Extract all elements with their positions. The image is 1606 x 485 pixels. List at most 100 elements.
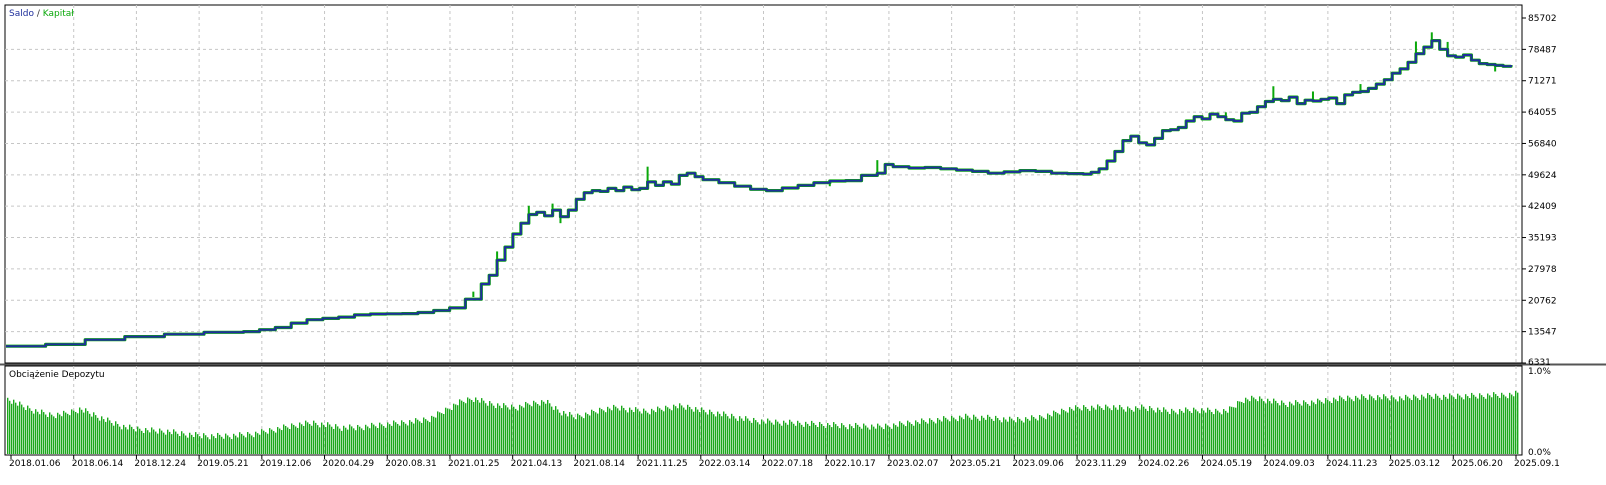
deposit-load-bar [161, 430, 163, 454]
deposit-load-bar [179, 436, 181, 454]
deposit-load-bar [1381, 399, 1383, 454]
deposit-load-bar [1289, 401, 1291, 454]
x-tick-label: 2020.04.29 [323, 459, 375, 469]
deposit-load-bar [1071, 408, 1073, 454]
deposit-load-bar [1433, 398, 1435, 454]
deposit-load-bar [125, 427, 127, 454]
deposit-load-bar [1035, 418, 1037, 454]
deposit-load-bar [903, 424, 905, 454]
deposit-load-bar [1139, 409, 1141, 454]
deposit-load-bar [65, 412, 67, 454]
deposit-load-bar [329, 424, 331, 454]
deposit-load-bar [1111, 410, 1113, 454]
deposit-load-bar [215, 438, 217, 454]
deposit-load-bar [1503, 394, 1505, 454]
deposit-load-bar [49, 412, 51, 454]
deposit-load-bar [1319, 400, 1321, 454]
deposit-load-bar [1401, 398, 1403, 454]
deposit-load-bar [247, 432, 249, 454]
deposit-load-bar [393, 420, 395, 454]
deposit-load-bar [781, 425, 783, 454]
deposit-load-bar [517, 410, 519, 454]
deposit-load-bar [431, 415, 433, 454]
deposit-load-bar [527, 403, 529, 454]
deposit-load-bar [1179, 409, 1181, 454]
deposit-load-bar [545, 403, 547, 454]
deposit-load-bar [361, 428, 363, 454]
x-tick-label: 2022.07.18 [762, 459, 814, 469]
deposit-load-bar [483, 400, 485, 454]
deposit-load-bar [1069, 407, 1071, 454]
deposit-load-bar [705, 412, 707, 454]
deposit-load-bar [1187, 409, 1189, 454]
deposit-load-bar [735, 418, 737, 454]
deposit-load-bar [81, 409, 83, 454]
deposit-load-bar [677, 408, 679, 454]
deposit-load-bar [775, 419, 777, 454]
deposit-load-bar [721, 416, 723, 454]
deposit-load-bar [253, 437, 255, 454]
deposit-load-bar [1185, 407, 1187, 454]
deposit-load-bar [57, 412, 59, 454]
deposit-load-bar [1033, 416, 1035, 454]
deposit-load-bar [689, 406, 691, 454]
deposit-load-bar [765, 423, 767, 454]
deposit-load-bar [1099, 406, 1101, 454]
deposit-load-bar [437, 411, 439, 454]
deposit-load-bar [1247, 399, 1249, 454]
deposit-load-bar [785, 422, 787, 454]
deposit-load-bar [713, 414, 715, 454]
deposit-load-bar [449, 409, 451, 454]
deposit-load-bar [1453, 397, 1455, 454]
deposit-load-bar [565, 413, 567, 454]
deposit-load-bar [403, 422, 405, 454]
deposit-load-bar [649, 414, 651, 454]
deposit-load-bar [7, 397, 9, 454]
deposit-load-bar [171, 434, 173, 454]
deposit-load-bar [551, 406, 553, 454]
deposit-load-bar [287, 427, 289, 454]
deposit-load-bar [927, 423, 929, 454]
deposit-load-bar [69, 415, 71, 454]
deposit-load-bar [1201, 408, 1203, 454]
deposit-load-bar [343, 425, 345, 454]
deposit-load-bar [323, 424, 325, 454]
deposit-load-bar [63, 410, 65, 454]
deposit-load-bar [13, 399, 15, 454]
deposit-load-bar [711, 411, 713, 454]
deposit-load-bar [469, 398, 471, 454]
deposit-load-bar [1257, 401, 1259, 454]
deposit-load-bar [1053, 410, 1055, 454]
deposit-load-bar [1239, 401, 1241, 454]
deposit-load-bar [1435, 393, 1437, 454]
deposit-load-bar [1501, 392, 1503, 454]
deposit-load-bar [875, 428, 877, 454]
deposit-load-bar [1321, 401, 1323, 454]
deposit-load-bar [919, 423, 921, 454]
deposit-load-bar [931, 419, 933, 454]
deposit-load-bar [1081, 410, 1083, 454]
deposit-load-bar [555, 406, 557, 454]
deposit-load-bar [1119, 404, 1121, 454]
deposit-load-bar [1517, 392, 1519, 454]
deposit-load-bar [389, 424, 391, 454]
deposit-load-bar [951, 415, 953, 454]
deposit-load-bar [1251, 395, 1253, 454]
deposit-load-bar [917, 422, 919, 454]
deposit-load-bar [985, 419, 987, 454]
deposit-load-bar [561, 415, 563, 454]
deposit-load-bar [803, 426, 805, 454]
deposit-load-bar [501, 408, 503, 454]
y-tick-label: 27978 [1528, 265, 1557, 275]
deposit-load-bar [615, 406, 617, 454]
legend-balance-label: Saldo [9, 9, 34, 19]
deposit-load-bar [871, 424, 873, 454]
deposit-load-bar [205, 435, 207, 454]
deposit-load-bar [1291, 403, 1293, 454]
deposit-load-bar [1299, 403, 1301, 454]
deposit-load-bar [1343, 399, 1345, 454]
deposit-load-bar [95, 415, 97, 454]
deposit-load-bar [581, 416, 583, 454]
deposit-load-bar [889, 427, 891, 454]
deposit-load-bars [7, 390, 1519, 454]
